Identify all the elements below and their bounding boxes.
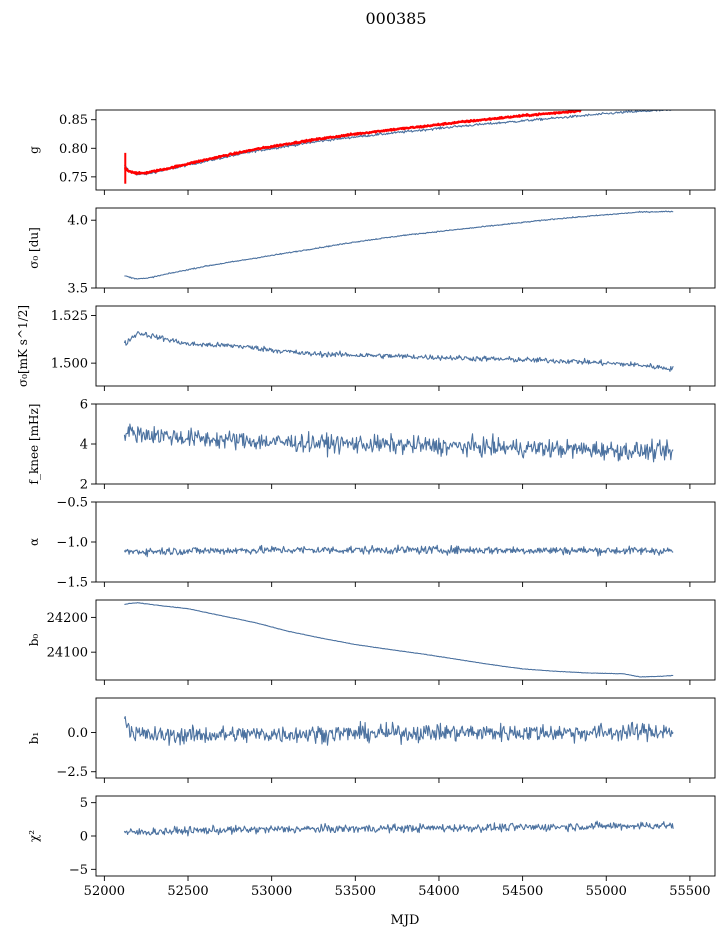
axes-frame xyxy=(95,599,716,681)
panel-sigma0_mk: 1.500 1.525 σ₀[mK s^1/2] xyxy=(16,305,716,391)
y-tick-label: 0.75 xyxy=(59,170,88,185)
y-tick-label: 0.80 xyxy=(59,142,88,157)
axes-frame xyxy=(95,109,716,191)
series-line-fknee-0 xyxy=(123,423,674,463)
plot-area xyxy=(124,210,674,280)
y-tick-label: 3.5 xyxy=(67,282,88,297)
y-tick-label: −2.5 xyxy=(56,765,88,780)
axes-frame xyxy=(95,501,716,583)
series-line-sigma0_mk-0 xyxy=(123,331,674,372)
series-line-g-0 xyxy=(123,110,673,176)
panel-b0: 24100 24200 b₀ xyxy=(27,599,716,685)
plot-area xyxy=(123,331,674,372)
plot-area xyxy=(123,544,674,558)
y-tick-label: 1.525 xyxy=(51,309,88,324)
series-line-g-1 xyxy=(123,110,582,176)
series-line-chi2-0 xyxy=(123,820,674,837)
x-tick-label: 53500 xyxy=(335,884,376,899)
y-tick-label: −5 xyxy=(69,863,88,878)
x-tick-label: 52500 xyxy=(167,884,208,899)
y-tick-label: 1.500 xyxy=(51,357,88,372)
y-tick-label: 4 xyxy=(80,438,88,453)
y-axis-label: χ² xyxy=(27,830,41,842)
panel-chi2: −5 0 5 52000 52500 53000 53500 54000 54500 55000 5… xyxy=(27,795,716,899)
x-tick-label: 54000 xyxy=(418,884,459,899)
x-tick-label: 54500 xyxy=(502,884,543,899)
panel-fknee: 2 4 6 f_knee [mHz] xyxy=(27,398,716,493)
plot-area xyxy=(123,716,674,746)
series-line-b0-0 xyxy=(124,602,674,678)
panel-sigma0_du: 3.5 4.0 σ₀ [du] xyxy=(27,207,716,297)
y-tick-label: −1.5 xyxy=(56,576,88,591)
y-axis-label: f_knee [mHz] xyxy=(27,404,41,485)
y-tick-label: 5 xyxy=(80,796,88,811)
x-axis-label: MJD xyxy=(391,913,420,928)
x-tick-label: 55500 xyxy=(669,884,710,899)
panel-g: 0.75 0.80 0.85 g xyxy=(27,109,716,195)
series-line-sigma0_du-0 xyxy=(124,210,674,280)
axes-frame xyxy=(95,305,716,387)
y-tick-label: 24100 xyxy=(47,646,88,661)
series-line-b1-0 xyxy=(123,716,674,746)
plot-area xyxy=(123,820,674,837)
y-tick-label: 2 xyxy=(80,478,88,493)
y-axis-label: g xyxy=(27,146,41,154)
x-tick-label: 53000 xyxy=(251,884,292,899)
figure-title: 000385 xyxy=(365,9,426,28)
series-line-alpha-0 xyxy=(123,544,674,558)
x-tick-label: 52000 xyxy=(84,884,125,899)
axes-frame xyxy=(95,795,716,877)
x-tick-label: 55000 xyxy=(586,884,627,899)
y-axis-label: α xyxy=(27,538,41,546)
panels: 0.75 0.80 0.85 g 3.5 4.0 σ₀ [du] 1.500 1.525 σ₀[m… xyxy=(16,109,716,899)
y-tick-label: 0.85 xyxy=(59,113,88,128)
y-tick-label: 0 xyxy=(80,830,88,845)
y-tick-label: 0.0 xyxy=(67,726,88,741)
plot-area xyxy=(123,110,673,184)
panel-alpha: −1.5 −1.0 −0.5 α xyxy=(27,496,716,591)
axes-frame xyxy=(95,207,716,289)
plot-area xyxy=(123,423,674,463)
y-tick-label: −1.0 xyxy=(56,536,88,551)
y-tick-label: −0.5 xyxy=(56,496,88,511)
y-tick-label: 4.0 xyxy=(67,214,88,229)
axes-frame xyxy=(95,697,716,779)
plot-area xyxy=(124,602,674,678)
y-axis-label: b₁ xyxy=(27,732,41,745)
y-tick-label: 6 xyxy=(80,398,88,413)
y-axis-label: σ₀[mK s^1/2] xyxy=(16,305,30,387)
y-axis-label: b₀ xyxy=(27,634,41,647)
panel-b1: −2.5 0.0 b₁ xyxy=(27,697,716,783)
y-axis-label: σ₀ [du] xyxy=(27,227,41,269)
y-tick-label: 24200 xyxy=(47,611,88,626)
